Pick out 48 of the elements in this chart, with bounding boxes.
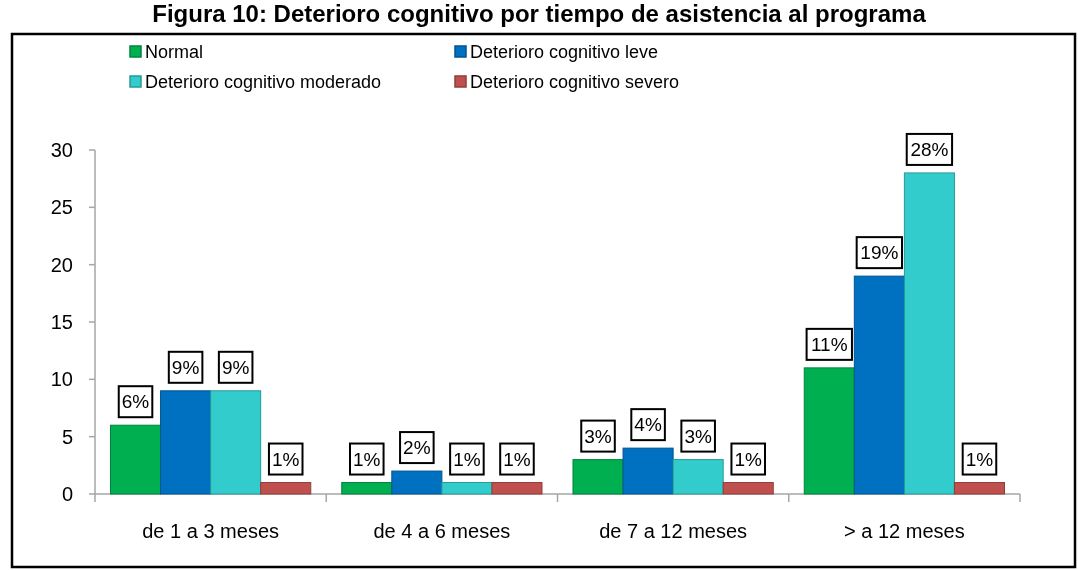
bar <box>722 482 774 495</box>
data-label: 28% <box>910 139 949 161</box>
bar <box>391 470 443 495</box>
data-label: 9% <box>221 356 250 378</box>
bar <box>853 275 905 495</box>
data-label: 19% <box>860 242 899 264</box>
bar <box>953 482 1006 495</box>
data-label: 1% <box>734 448 763 470</box>
legend-label: Deterioro cognitivo leve <box>470 42 659 63</box>
x-tick-label: de 4 a 6 meses <box>373 520 511 542</box>
data-label: 11% <box>810 334 848 356</box>
y-tick-label: 20 <box>50 253 73 276</box>
bar <box>491 482 543 495</box>
data-label: 4% <box>634 414 662 436</box>
bar <box>903 172 955 495</box>
legend-label: Normal <box>145 42 204 63</box>
bar <box>803 367 855 495</box>
x-tick-label: de 1 a 3 meses <box>142 520 279 542</box>
bar <box>572 459 624 495</box>
data-label: 9% <box>171 356 200 378</box>
bar <box>622 447 674 495</box>
bar <box>672 459 724 495</box>
y-tick-label: 25 <box>50 196 73 219</box>
x-tick-label: > a 12 meses <box>844 520 965 542</box>
data-label: 6% <box>121 391 150 413</box>
data-label: 2% <box>403 437 431 459</box>
chart-title: Figura 10: Deterioro cognitivo por tiempo de asistencia al programa <box>152 0 927 27</box>
y-tick-label: 30 <box>50 139 73 161</box>
legend-label: Deterioro cognitivo moderado <box>145 72 382 93</box>
data-label: 3% <box>584 425 612 447</box>
y-tick-label: 5 <box>61 425 73 448</box>
legend-label: Deterioro cognitivo severo <box>470 72 680 93</box>
data-label: 1% <box>353 448 381 470</box>
bar <box>210 390 262 495</box>
y-tick-label: 10 <box>50 368 73 391</box>
bar <box>441 482 493 495</box>
y-tick-label: 15 <box>50 311 73 333</box>
data-label: 1% <box>503 448 531 470</box>
bar <box>260 482 312 495</box>
bar <box>160 390 212 495</box>
y-tick-label: 0 <box>61 483 73 505</box>
bar <box>341 482 393 495</box>
x-tick-label: de 7 a 12 meses <box>599 520 748 542</box>
data-label: 1% <box>965 448 994 470</box>
data-label: 3% <box>684 425 712 447</box>
data-label: 1% <box>271 448 300 470</box>
data-label: 1% <box>453 448 481 470</box>
bar <box>109 424 162 495</box>
